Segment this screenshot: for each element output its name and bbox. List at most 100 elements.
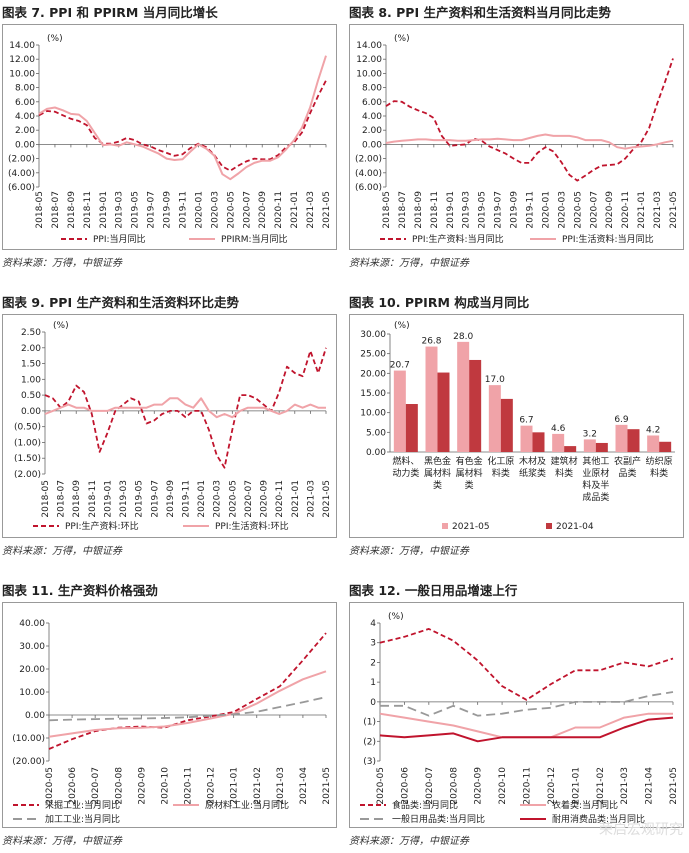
bar-1 (500, 398, 513, 452)
x-tick-label: 2020-01 (194, 191, 204, 229)
category-label: 有色金 (456, 455, 483, 467)
y-tick-label: (20.00) (12, 757, 45, 767)
x-tick-label: 2021-01 (230, 767, 240, 805)
x-tick-label: 2020-06 (68, 767, 78, 805)
category-label: 料类 (555, 467, 573, 479)
y-tick-label: 4 (370, 619, 376, 629)
y-tick-label: 2 (370, 658, 376, 668)
panel-chart-9: 图表 9. PPI 生产资料和生活资料环比走势 (%) (2.00) (1.50)(… (2, 292, 337, 562)
x-tick-label: 2018-11 (83, 191, 93, 229)
x-tick-label: 2019-03 (119, 480, 129, 518)
y-tick-label: (2.00) (8, 155, 35, 165)
bar-0 (583, 439, 596, 452)
legend-label: 2021-05 (452, 522, 490, 532)
x-tick-label: 2018-05 (41, 480, 51, 518)
x-tick-label: 2019-07 (494, 191, 504, 229)
y-tick-label: 12.00 (356, 55, 382, 65)
x-tick-label: 2021-03 (306, 480, 316, 518)
legend-label: 一般日用品类:当月同比 (392, 813, 485, 825)
category-label: 木材及 (519, 455, 546, 467)
data-label: 26.8 (421, 337, 441, 347)
category-label: 农副产 (614, 455, 641, 467)
line-chart-ppi-ppirm: (%) (6.00) (4.00) (2.00) 0.00 2.00 4.00 6.00 8.0… (8, 34, 332, 245)
x-tick-label: 2020-11 (523, 767, 533, 805)
x-tick-label: 2019-07 (150, 480, 160, 518)
x-tick-label: 2020-09 (474, 767, 484, 805)
x-tick-label: 2020-07 (242, 191, 252, 229)
x-tick-label: 2021-03 (306, 191, 316, 229)
x-tick-label: 2019-05 (135, 480, 145, 518)
x-tick-label: 2020-05 (45, 767, 55, 805)
category-label: 料类 (650, 467, 668, 479)
panel-chart-12: 图表 12. 一般日用品增速上行 (%) (3) (2) (1) 0 1 2 3 4 2020-0… (349, 580, 684, 850)
source-note: 资料来源：万得，中银证券 (349, 258, 469, 269)
series-line-0 (38, 80, 327, 172)
x-tick-label: 2020-09 (260, 480, 270, 518)
bar-chart-ppirm-components: (%) 0.00 5.00 10.00 15.00 20.00 25.00 30.00 20.7… (360, 321, 675, 532)
y-tick-label: (1.50) (14, 454, 41, 464)
chart-title: 图表 11. 生产资料价格强劲 (2, 583, 158, 598)
bar-1 (595, 442, 608, 452)
panel-chart-8: 图表 8. PPI 生产资料和生活资料当月同比走势 (%) (6.00) (4.00… (349, 2, 684, 274)
x-tick-label: 2018-05 (382, 191, 392, 229)
chart-frame: (%) (3) (2) (1) 0 1 2 3 4 2020-05 2020-06 2020-07 20… (349, 602, 684, 828)
legend-swatch (442, 523, 448, 529)
x-tick-label: 2020-05 (573, 191, 583, 229)
chart-frame: (%) 0.00 5.00 10.00 15.00 20.00 25.00 30.00 20.7… (349, 314, 684, 538)
source-note: 资料来源：万得，中银证券 (349, 836, 469, 847)
category-label: 纺织原 (646, 455, 673, 467)
x-tick-label: 2020-03 (557, 191, 567, 229)
x-tick-label: 2021-02 (253, 767, 263, 805)
chart-frame: (20.00) (10.00) 0.00 10.00 20.00 30.00 40.00 20… (2, 602, 337, 828)
legend-swatch (546, 523, 552, 529)
y-tick-label: 6.00 (362, 98, 382, 108)
bar-1 (405, 404, 418, 452)
chart-title: 图表 7. PPI 和 PPIRM 当月同比增长 (2, 5, 218, 20)
source-note: 资料来源：万得，中银证券 (349, 546, 469, 557)
data-label: 6.9 (614, 415, 629, 425)
x-tick-label: 2018-07 (398, 191, 408, 229)
legend-label: 食品类:当月同比 (392, 799, 458, 811)
x-tick-label: 2021-03 (620, 767, 630, 805)
x-tick-label: 2020-05 (376, 767, 386, 805)
y-tick-label: 4.00 (15, 112, 35, 122)
legend-label: PPI:当月同比 (93, 233, 146, 245)
x-tick-label: 2019-09 (166, 480, 176, 518)
series-line-0 (385, 58, 674, 182)
chart-frame: (%) (6.00) (4.00) (2.00) 0.00 2.00 4.00 6.00 8.0… (349, 24, 684, 250)
y-tick-label: 0.00 (15, 140, 35, 150)
x-tick-label: 2021-01 (290, 191, 300, 229)
category-label: 类 (465, 479, 474, 491)
data-label: 28.0 (453, 332, 473, 342)
chart-title: 图表 9. PPI 生产资料和生活资料环比走势 (2, 295, 239, 310)
panel-chart-7: 图表 7. PPI 和 PPIRM 当月同比增长 (%) (6.00) (4.00)… (2, 2, 337, 274)
y-tick-label: 0.00 (21, 407, 41, 417)
x-tick-label: 2020-07 (244, 480, 254, 518)
legend-label: 2021-04 (556, 522, 594, 532)
data-label: 4.6 (551, 424, 566, 434)
y-tick-label: 10.00 (356, 69, 382, 79)
x-tick-label: 2021-04 (299, 767, 309, 805)
chart-title: 图表 12. 一般日用品增速上行 (349, 583, 518, 598)
x-tick-label: 2020-11 (274, 191, 284, 229)
chart-title: 图表 10. PPIRM 构成当月同比 (349, 295, 530, 310)
y-tick-label: 0.50 (21, 391, 41, 401)
line-chart-ppi-mom: (%) (2.00) (1.50) (1.00) (0.50) 0.00 0.50 1.00 1… (14, 321, 332, 532)
category-label: 业原材 (582, 467, 609, 479)
category-label: 属材料 (456, 467, 483, 479)
data-label: 4.2 (646, 425, 660, 435)
category-label: 属材料 (424, 467, 451, 479)
y-tick-label: (10.00) (12, 734, 45, 744)
data-label: 3.2 (583, 429, 597, 439)
line-chart-consumer-goods: (%) (3) (2) (1) 0 1 2 3 4 2020-05 2020-06 2020-07 20… (360, 612, 679, 825)
bar-0 (425, 346, 438, 452)
x-tick-label: 2021-05 (669, 767, 679, 805)
x-tick-label: 2018-05 (35, 191, 45, 229)
bar-0 (520, 425, 533, 452)
y-tick-label: 40.00 (19, 619, 45, 629)
y-tick-label: 0 (370, 698, 376, 708)
bar-0 (552, 433, 565, 452)
x-tick-label: 2020-03 (210, 191, 220, 229)
y-tick-label: 1.50 (21, 360, 41, 370)
x-tick-label: 2020-08 (449, 767, 459, 805)
